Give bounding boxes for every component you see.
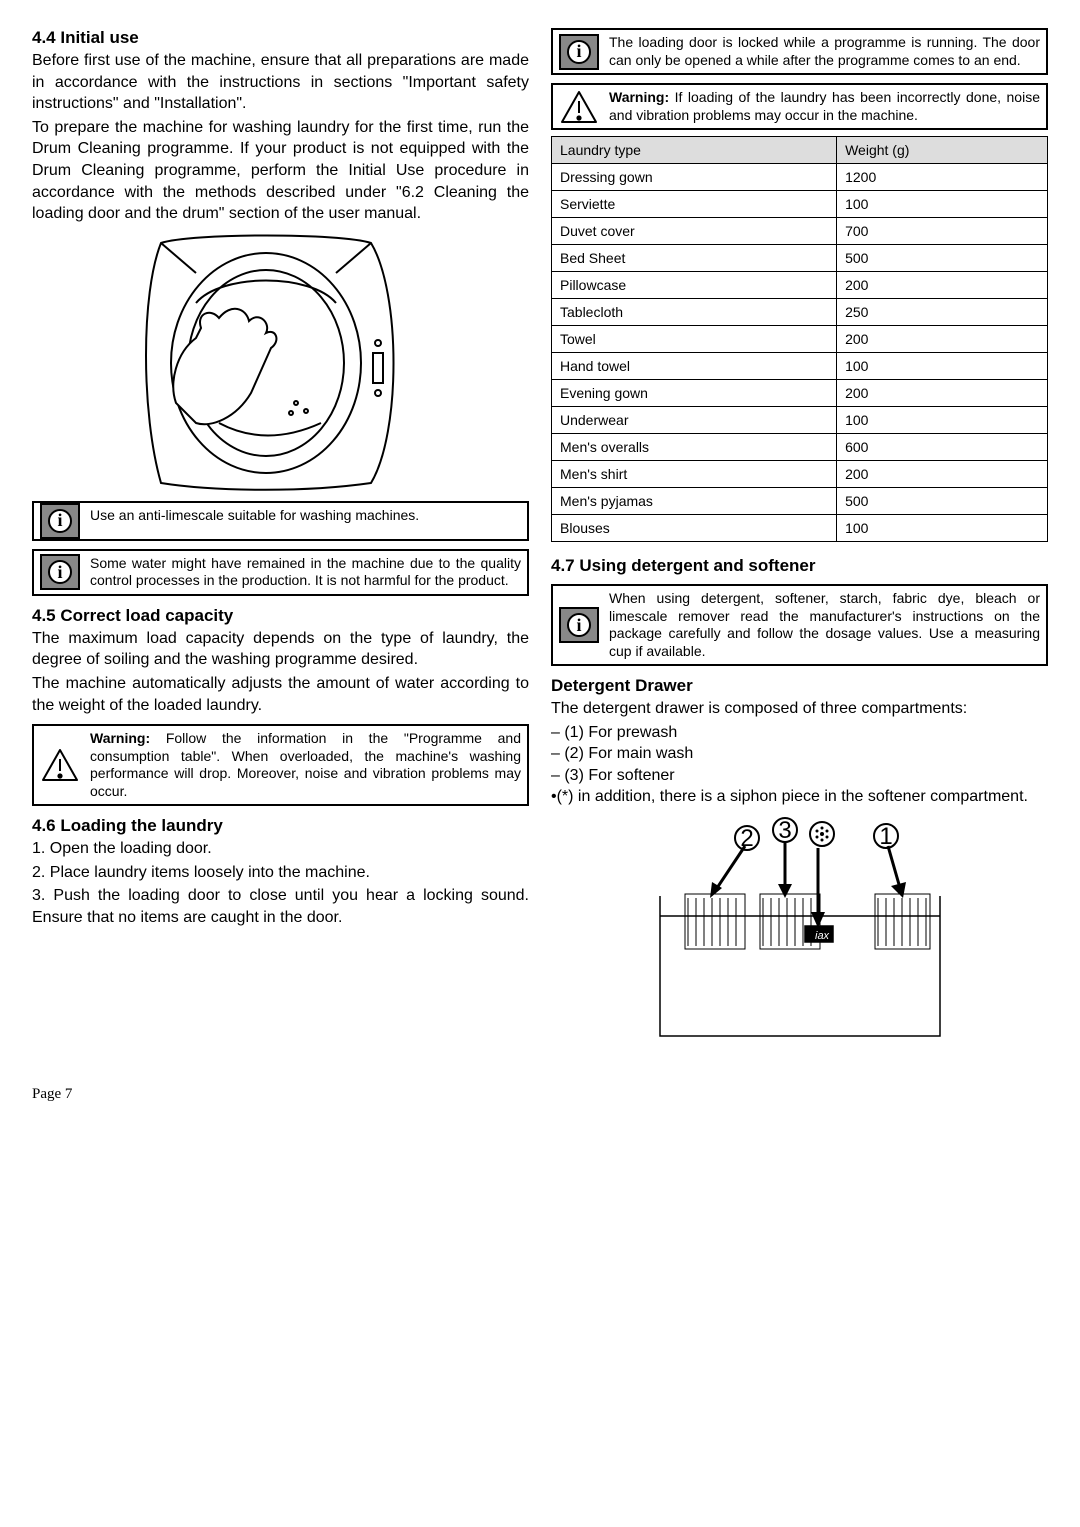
list-item: – (2) For main wash xyxy=(551,743,1048,765)
label-3: 3 xyxy=(778,817,791,844)
table-row: Men's shirt200 xyxy=(552,461,1048,488)
drawer-diagram: iax 2 3 1 xyxy=(650,816,950,1046)
table-header-weight: Weight (g) xyxy=(837,137,1048,164)
table-row: Duvet cover700 xyxy=(552,218,1048,245)
warning-icon xyxy=(34,726,86,804)
heading-4-6: 4.6 Loading the laundry xyxy=(32,816,529,836)
warning-overload: Warning: Follow the information in the "… xyxy=(32,724,529,806)
table-row: Dressing gown1200 xyxy=(552,164,1048,191)
warning-icon xyxy=(553,85,605,128)
list-item: – (1) For prewash xyxy=(551,722,1048,744)
table-row: Men's pyjamas500 xyxy=(552,488,1048,515)
warning-loading: Warning: If loading of the laundry has b… xyxy=(551,83,1048,130)
heading-detergent-drawer: Detergent Drawer xyxy=(551,676,1048,696)
info-icon: i xyxy=(553,586,605,664)
compartment-list: – (1) For prewash– (2) For main wash– (3… xyxy=(551,722,1048,787)
info-door-locked-text: The loading door is locked while a progr… xyxy=(605,30,1046,73)
info-antilimescale: i Use an anti-limescale suitable for was… xyxy=(32,501,529,541)
info-icon: i xyxy=(34,551,86,594)
para-4-4b: To prepare the machine for washing laund… xyxy=(32,117,529,225)
info-antilimescale-text: Use an anti-limescale suitable for washi… xyxy=(86,503,425,539)
info-residual-water: i Some water might have remained in the … xyxy=(32,549,529,596)
table-row: Blouses100 xyxy=(552,515,1048,542)
label-1: 1 xyxy=(879,823,892,850)
step-2: 2. Place laundry items loosely into the … xyxy=(32,862,529,884)
iax-label: iax xyxy=(815,930,830,942)
label-2: 2 xyxy=(740,825,753,852)
info-detergent-usage-text: When using detergent, softener, starch, … xyxy=(605,586,1046,664)
para-siphon-note: •(*) in addition, there is a siphon piec… xyxy=(551,786,1048,808)
table-row: Men's overalls600 xyxy=(552,434,1048,461)
table-row: Serviette100 xyxy=(552,191,1048,218)
list-item: – (3) For softener xyxy=(551,765,1048,787)
table-row: Pillowcase200 xyxy=(552,272,1048,299)
heading-4-4: 4.4 Initial use xyxy=(32,28,529,48)
table-row: Bed Sheet500 xyxy=(552,245,1048,272)
drum-illustration xyxy=(141,233,421,493)
table-row: Tablecloth250 xyxy=(552,299,1048,326)
info-door-locked: i The loading door is locked while a pro… xyxy=(551,28,1048,75)
para-4-4a: Before first use of the machine, ensure … xyxy=(32,50,529,115)
table-header-type: Laundry type xyxy=(552,137,837,164)
para-dd: The detergent drawer is composed of thre… xyxy=(551,698,1048,720)
step-3: 3. Push the loading door to close until … xyxy=(32,885,529,928)
table-row: Evening gown200 xyxy=(552,380,1048,407)
info-icon: i xyxy=(553,30,605,73)
flower-icon xyxy=(815,826,828,841)
step-1: 1. Open the loading door. xyxy=(32,838,529,860)
para-4-5b: The machine automatically adjusts the am… xyxy=(32,673,529,716)
heading-4-5: 4.5 Correct load capacity xyxy=(32,606,529,626)
heading-4-7: 4.7 Using detergent and softener xyxy=(551,556,1048,576)
laundry-weight-table: Laundry type Weight (g) Dressing gown120… xyxy=(551,136,1048,542)
table-row: Towel200 xyxy=(552,326,1048,353)
para-4-5a: The maximum load capacity depends on the… xyxy=(32,628,529,671)
info-residual-water-text: Some water might have remained in the ma… xyxy=(86,551,527,594)
table-row: Hand towel100 xyxy=(552,353,1048,380)
table-row: Underwear100 xyxy=(552,407,1048,434)
page-number: Page 7 xyxy=(32,1086,1048,1103)
warning-overload-text: Warning: Follow the information in the "… xyxy=(86,726,527,804)
info-icon: i xyxy=(34,503,86,539)
info-detergent-usage: i When using detergent, softener, starch… xyxy=(551,584,1048,666)
warning-loading-text: Warning: If loading of the laundry has b… xyxy=(605,85,1046,128)
